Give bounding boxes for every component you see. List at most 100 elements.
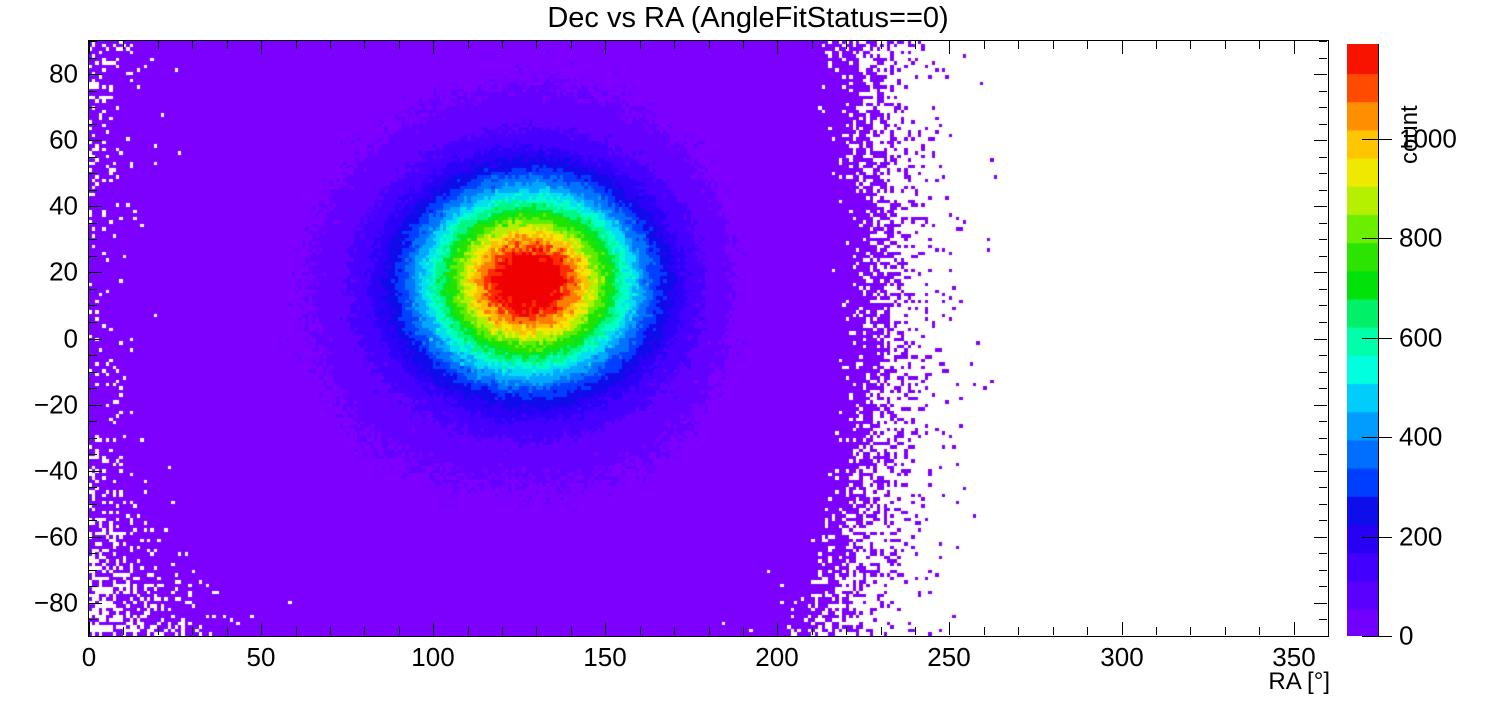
- x-minor-tick-top: [1259, 41, 1260, 49]
- plot-title: Dec vs RA (AngleFitStatus==0): [547, 2, 949, 34]
- y-minor-tick-right: [1319, 223, 1327, 224]
- x-major-tick-top: [433, 41, 434, 54]
- x-minor-tick-top: [158, 41, 159, 49]
- colorbar-tick-label: 1000: [1399, 123, 1457, 154]
- y-minor-tick-left: [89, 355, 97, 356]
- x-minor-tick-bottom: [536, 627, 537, 635]
- colorbar-tick: [1362, 139, 1392, 140]
- y-major-tick-left: [89, 603, 102, 604]
- x-minor-tick-bottom: [158, 627, 159, 635]
- y-major-tick-right: [1314, 206, 1327, 207]
- y-minor-tick-left: [89, 239, 97, 240]
- x-tick-label: 0: [81, 642, 97, 672]
- y-major-tick-right: [1314, 405, 1327, 406]
- x-major-tick-bottom: [433, 622, 434, 635]
- x-minor-tick-bottom: [984, 627, 985, 635]
- y-tick-label: 40: [49, 190, 78, 221]
- y-major-tick-right: [1314, 537, 1327, 538]
- y-minor-tick-left: [89, 504, 97, 505]
- y-minor-tick-left: [89, 322, 97, 323]
- y-minor-tick-left: [89, 553, 97, 554]
- x-tick-label: 250: [927, 642, 971, 672]
- colorbar-tick-label: 400: [1399, 421, 1443, 452]
- y-major-tick-left: [89, 74, 102, 75]
- x-minor-tick-bottom: [571, 627, 572, 635]
- x-tick-label: 200: [755, 642, 799, 672]
- x-minor-tick-bottom: [846, 627, 847, 635]
- y-tick-label: −60: [33, 521, 78, 552]
- x-minor-tick-top: [846, 41, 847, 49]
- y-minor-tick-left: [89, 305, 97, 306]
- x-tick-label: 350: [1272, 642, 1316, 672]
- y-minor-tick-left: [89, 520, 97, 521]
- x-major-tick-top: [1122, 41, 1123, 54]
- y-minor-tick-right: [1319, 305, 1327, 306]
- colorbar-tick-label: 0: [1399, 620, 1414, 651]
- y-major-tick-left: [89, 206, 102, 207]
- y-minor-tick-right: [1319, 586, 1327, 587]
- x-minor-tick-top: [468, 41, 469, 49]
- x-minor-tick-bottom: [468, 627, 469, 635]
- y-minor-tick-right: [1319, 388, 1327, 389]
- y-minor-tick-left: [89, 570, 97, 571]
- x-minor-tick-bottom: [1190, 627, 1191, 635]
- y-minor-tick-left: [89, 107, 97, 108]
- y-minor-tick-right: [1319, 124, 1327, 125]
- x-minor-tick-top: [192, 41, 193, 49]
- y-minor-tick-right: [1319, 520, 1327, 521]
- y-tick-label: −20: [33, 389, 78, 420]
- y-minor-tick-left: [89, 173, 97, 174]
- y-major-tick-left: [89, 405, 102, 406]
- y-minor-tick-right: [1319, 239, 1327, 240]
- y-major-tick-right: [1314, 140, 1327, 141]
- y-minor-tick-left: [89, 619, 97, 620]
- y-minor-tick-right: [1319, 372, 1327, 373]
- histogram-canvas: [89, 41, 1328, 636]
- y-minor-tick-right: [1319, 289, 1327, 290]
- y-minor-tick-left: [89, 454, 97, 455]
- colorbar: [1347, 44, 1379, 636]
- y-minor-tick-left: [89, 41, 97, 42]
- x-major-tick-top: [261, 41, 262, 54]
- y-tick-label: −80: [33, 587, 78, 618]
- y-minor-tick-left: [89, 157, 97, 158]
- y-minor-tick-left: [89, 487, 97, 488]
- x-major-tick-bottom: [1122, 622, 1123, 635]
- y-minor-tick-right: [1319, 322, 1327, 323]
- y-major-tick-right: [1314, 272, 1327, 273]
- y-major-tick-right: [1314, 603, 1327, 604]
- x-minor-tick-bottom: [123, 627, 124, 635]
- y-minor-tick-left: [89, 58, 97, 59]
- x-minor-tick-top: [674, 41, 675, 49]
- x-minor-tick-bottom: [364, 627, 365, 635]
- x-major-tick-bottom: [605, 622, 606, 635]
- x-minor-tick-top: [743, 41, 744, 49]
- y-minor-tick-left: [89, 421, 97, 422]
- x-minor-tick-bottom: [812, 627, 813, 635]
- y-major-tick-right: [1314, 339, 1327, 340]
- x-minor-tick-bottom: [640, 627, 641, 635]
- y-minor-tick-right: [1319, 421, 1327, 422]
- y-minor-tick-right: [1319, 504, 1327, 505]
- y-minor-tick-left: [89, 256, 97, 257]
- x-minor-tick-bottom: [1225, 627, 1226, 635]
- x-minor-tick-top: [709, 41, 710, 49]
- colorbar-tick-label: 200: [1399, 521, 1443, 552]
- colorbar-tick: [1362, 537, 1392, 538]
- y-minor-tick-left: [89, 372, 97, 373]
- y-minor-tick-right: [1319, 438, 1327, 439]
- y-minor-tick-left: [89, 388, 97, 389]
- y-minor-tick-right: [1319, 553, 1327, 554]
- x-minor-tick-top: [812, 41, 813, 49]
- x-minor-tick-top: [296, 41, 297, 49]
- colorbar-gradient: [1347, 44, 1379, 636]
- x-minor-tick-bottom: [330, 627, 331, 635]
- x-minor-tick-bottom: [296, 627, 297, 635]
- x-minor-tick-bottom: [399, 627, 400, 635]
- y-minor-tick-right: [1319, 454, 1327, 455]
- x-tick-label: 50: [246, 642, 276, 672]
- x-minor-tick-top: [330, 41, 331, 49]
- x-minor-tick-top: [227, 41, 228, 49]
- x-minor-tick-top: [881, 41, 882, 49]
- y-minor-tick-left: [89, 124, 97, 125]
